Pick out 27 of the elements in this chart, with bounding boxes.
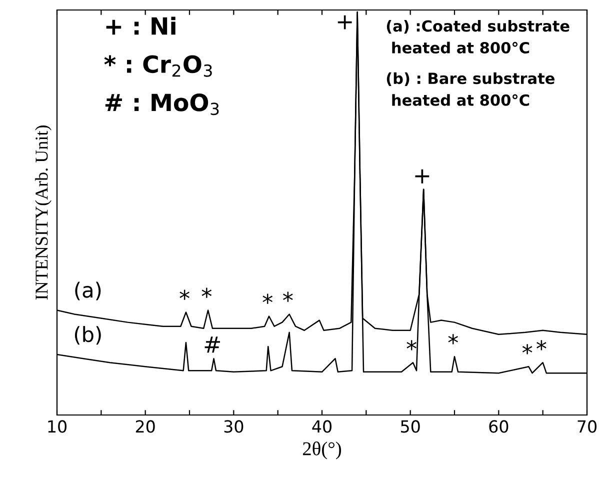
- annotation: *: [180, 290, 190, 300]
- annotation: (b) : Bare substrate heated at 800°C: [386, 72, 554, 106]
- annotation: *: [202, 288, 212, 298]
- x-tick-label: 50: [401, 420, 420, 433]
- x-tick-label: 10: [48, 420, 66, 433]
- annotation: (a) :Coated substrate heated at 800°C: [386, 20, 570, 54]
- annotation: #: [204, 336, 220, 353]
- x-tick-label: 70: [578, 420, 596, 433]
- x-tick-label: 60: [489, 420, 508, 433]
- series-label: (a): [75, 282, 101, 300]
- x-tick-label: 20: [136, 420, 155, 433]
- annotation: *: [536, 340, 546, 350]
- annotation: + : Ni: [106, 16, 176, 35]
- x-tick-label: 40: [312, 420, 332, 433]
- annotation: *: [448, 334, 458, 344]
- x-axis-title: 2θ(°): [302, 442, 342, 460]
- y-axis-title: INTENSITY(Arb. Unit): [35, 126, 52, 300]
- annotation: *: [522, 344, 532, 354]
- annotation: *: [283, 292, 293, 302]
- annotation: *: [262, 294, 273, 304]
- annotation: # : MoO$_{3}$: [105, 94, 219, 116]
- annotation: *: [406, 340, 416, 350]
- annotation: +: [338, 15, 352, 30]
- series-label: (b): [74, 326, 101, 345]
- annotation: +: [415, 169, 430, 184]
- annotation: * : Cr$_{2}$O$_{3}$: [104, 55, 212, 77]
- x-tick-label: 30: [224, 420, 244, 433]
